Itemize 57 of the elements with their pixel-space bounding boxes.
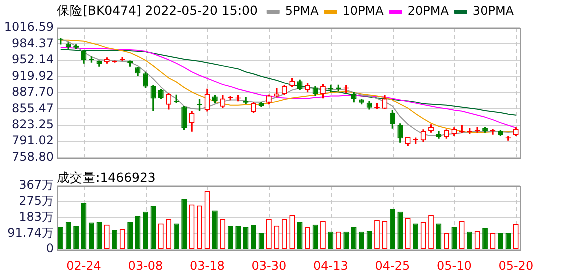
bar bbox=[359, 232, 365, 250]
bar bbox=[236, 226, 242, 250]
y-tick-label: 952.14 bbox=[12, 52, 54, 67]
legend-label: 20PMA bbox=[408, 4, 450, 18]
chart-title: 成交量:1466923 bbox=[57, 170, 156, 187]
x-tick-label: 04-13 bbox=[314, 258, 348, 273]
bar bbox=[328, 232, 334, 250]
bar bbox=[96, 222, 102, 250]
bar bbox=[467, 232, 473, 250]
bar bbox=[66, 222, 72, 250]
bar bbox=[58, 227, 64, 250]
x-tick-label: 04-25 bbox=[375, 258, 410, 273]
bar bbox=[74, 226, 79, 250]
y-tick-label: 183万 bbox=[19, 210, 54, 224]
y-tick-label: 919.92 bbox=[12, 68, 54, 83]
bar bbox=[452, 227, 458, 250]
x-tick-label: 05-10 bbox=[436, 258, 472, 273]
legend-label: 30PMA bbox=[472, 4, 515, 18]
bar bbox=[112, 230, 118, 250]
bar bbox=[182, 199, 188, 250]
candlestick bbox=[490, 129, 496, 135]
bar bbox=[174, 224, 180, 250]
x-tick-label: 03-08 bbox=[128, 258, 164, 273]
y-tick-label: 758.80 bbox=[12, 150, 54, 164]
bar bbox=[351, 227, 357, 250]
chart-title: 保险[BK0474] 2022-05-20 15:00 bbox=[57, 3, 258, 20]
y-tick-label: 791.02 bbox=[12, 134, 54, 148]
y-tick-label: 984.37 bbox=[12, 36, 54, 50]
bar bbox=[89, 222, 94, 250]
y-tick-label: 367万 bbox=[19, 178, 54, 192]
bar bbox=[128, 222, 134, 250]
bar bbox=[228, 226, 234, 250]
bar bbox=[413, 224, 419, 250]
bar bbox=[297, 222, 303, 250]
y-tick-label: 0 bbox=[46, 242, 54, 256]
bar bbox=[344, 232, 350, 250]
legend-label: 5PMA bbox=[285, 4, 320, 18]
y-tick-label: 823.25 bbox=[12, 117, 54, 132]
bar bbox=[390, 209, 396, 250]
candlestick bbox=[474, 127, 480, 133]
y-tick-label: 275万 bbox=[19, 194, 54, 208]
bar bbox=[398, 212, 404, 250]
x-tick-label: 03-30 bbox=[252, 258, 287, 273]
bar bbox=[506, 232, 512, 250]
x-tick-label: 03-18 bbox=[190, 258, 225, 273]
bar bbox=[143, 212, 148, 250]
bar bbox=[498, 232, 504, 250]
y-tick-label: 91.74万 bbox=[8, 226, 54, 240]
bar bbox=[243, 227, 249, 250]
x-tick-label: 05-20 bbox=[498, 258, 534, 273]
bar bbox=[482, 228, 488, 250]
bar bbox=[212, 210, 218, 250]
y-tick-label: 887.70 bbox=[12, 85, 54, 100]
y-tick-label: 1016.59 bbox=[4, 20, 54, 34]
x-tick-label: 02-24 bbox=[66, 258, 102, 273]
legend-label: 10PMA bbox=[342, 4, 385, 18]
y-tick-label: 855.47 bbox=[12, 101, 54, 116]
